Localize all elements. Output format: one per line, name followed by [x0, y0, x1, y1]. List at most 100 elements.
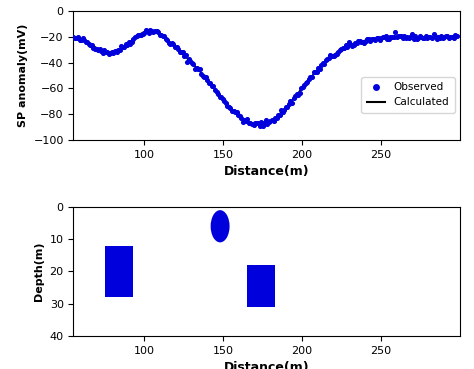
Point	[403, 34, 411, 40]
Point	[357, 39, 365, 45]
Point	[144, 28, 151, 34]
X-axis label: Distance(m): Distance(m)	[224, 165, 310, 178]
Point	[77, 37, 85, 43]
Point	[119, 44, 127, 50]
Point	[191, 66, 199, 72]
Point	[142, 27, 150, 33]
Point	[227, 106, 234, 111]
Point	[313, 69, 320, 75]
Point	[120, 45, 128, 51]
Point	[391, 30, 399, 35]
Point	[222, 100, 229, 106]
Point	[365, 37, 373, 42]
Point	[131, 34, 139, 39]
Point	[307, 75, 314, 80]
Point	[220, 98, 228, 104]
Point	[385, 36, 393, 42]
Point	[330, 53, 337, 59]
Point	[194, 66, 202, 72]
Point	[148, 28, 156, 34]
Point	[93, 46, 100, 52]
Point	[402, 35, 410, 41]
Point	[325, 55, 333, 61]
X-axis label: Distance(m): Distance(m)	[224, 361, 310, 369]
Point	[124, 42, 131, 48]
Point	[283, 104, 291, 110]
Point	[301, 82, 308, 88]
Point	[393, 34, 401, 39]
Point	[299, 84, 307, 90]
Point	[150, 29, 157, 35]
Point	[218, 94, 225, 100]
Point	[197, 70, 205, 76]
Point	[445, 35, 453, 41]
Point	[136, 32, 144, 38]
Point	[107, 50, 114, 56]
Point	[155, 29, 162, 35]
Point	[316, 66, 323, 72]
Point	[270, 118, 277, 124]
Point	[308, 74, 316, 80]
Point	[255, 121, 262, 127]
Point	[105, 51, 113, 57]
Point	[287, 98, 294, 104]
Point	[334, 49, 342, 55]
Point	[253, 121, 260, 127]
Point	[176, 49, 183, 55]
Point	[240, 117, 248, 123]
Point	[340, 45, 348, 51]
Point	[271, 115, 279, 121]
Bar	[105, 246, 133, 297]
Point	[430, 31, 438, 37]
Point	[394, 33, 402, 39]
Point	[164, 37, 171, 43]
Point	[279, 109, 287, 115]
Point	[187, 58, 194, 64]
Point	[261, 120, 268, 126]
Bar	[247, 265, 275, 307]
Point	[427, 34, 434, 40]
Point	[319, 60, 327, 66]
Point	[397, 33, 405, 39]
Point	[161, 33, 168, 39]
Point	[374, 35, 382, 41]
Point	[267, 118, 274, 124]
Point	[81, 37, 88, 43]
Point	[434, 34, 442, 39]
Point	[350, 42, 357, 48]
Point	[361, 40, 368, 46]
Point	[348, 43, 356, 49]
Point	[139, 31, 146, 37]
Point	[244, 115, 251, 121]
Point	[405, 35, 413, 41]
Point	[344, 44, 351, 50]
Point	[355, 38, 362, 44]
Point	[262, 117, 270, 123]
Point	[199, 73, 207, 79]
Point	[422, 33, 429, 39]
Point	[302, 80, 310, 86]
Point	[210, 83, 217, 89]
Point	[188, 61, 196, 66]
Point	[448, 35, 456, 41]
Point	[167, 41, 174, 47]
Point	[202, 74, 210, 80]
Point	[396, 33, 403, 39]
Point	[97, 48, 105, 54]
Point	[76, 37, 83, 42]
Point	[91, 46, 99, 52]
Point	[205, 80, 213, 86]
Point	[401, 33, 408, 39]
Ellipse shape	[210, 210, 229, 242]
Point	[310, 69, 317, 75]
Point	[264, 121, 271, 127]
Point	[414, 35, 422, 41]
Point	[324, 56, 331, 62]
Point	[383, 37, 391, 42]
Point	[250, 123, 257, 128]
Point	[322, 57, 329, 63]
Point	[208, 83, 216, 89]
Point	[303, 79, 311, 85]
Point	[233, 109, 240, 115]
Y-axis label: Depth(m): Depth(m)	[34, 242, 44, 301]
